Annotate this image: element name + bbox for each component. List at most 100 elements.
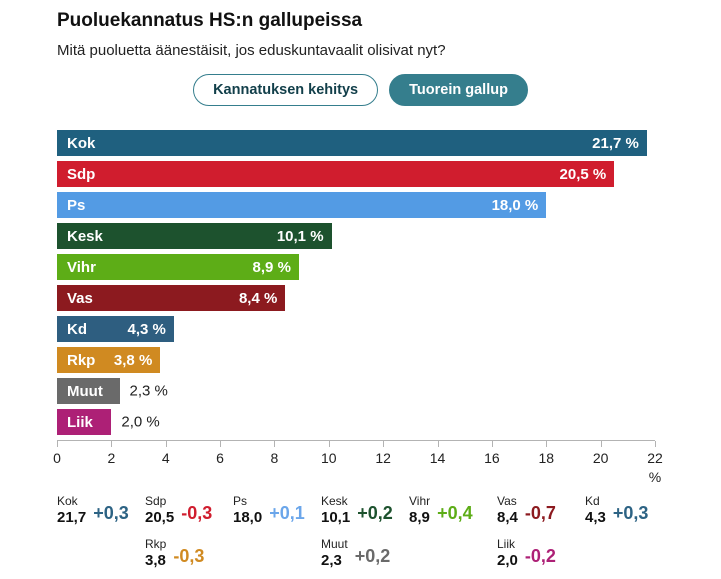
summary-name-value: Vas 8,4 <box>497 494 518 526</box>
axis-tick-label: 12 <box>375 450 391 466</box>
summary-party-label: Kesk <box>321 494 348 508</box>
summary-item-kok: Kok 21,7 +0,3 <box>57 494 129 526</box>
x-axis: 0 2 4 6 8 10 12 14 16 18 20 22% <box>53 440 663 489</box>
bar-label: Ps <box>67 196 86 214</box>
summary-item-kesk: Kesk 10,1 +0,2 <box>321 494 393 526</box>
summary-change: +0,3 <box>93 502 129 523</box>
axis-tick <box>328 441 330 447</box>
axis-tick-label: 2 <box>107 450 116 466</box>
summary-party-label: Muut <box>321 537 348 551</box>
summary-party-label: Vihr <box>409 494 431 508</box>
summary-name-value: Ps 18,0 <box>233 494 263 526</box>
axis-tick <box>274 441 276 447</box>
summary-change: -0,3 <box>173 545 205 566</box>
axis-tick-label: 0 <box>53 450 61 466</box>
bar-value: 10,1 % <box>276 227 324 245</box>
axis-unit-label: % <box>648 469 662 485</box>
axis-tick <box>600 441 602 447</box>
bar-value: 8,4 % <box>238 289 278 307</box>
bar-kok: Kok 21,7 % <box>57 130 647 156</box>
summary-party-label: Liik <box>497 537 516 551</box>
bar-row-kd: Kd 4,3 % <box>57 316 655 342</box>
axis-tick-label: 18 <box>538 450 555 466</box>
axis-tick-label: 16 <box>484 450 500 466</box>
summary-change: -0,7 <box>524 502 556 523</box>
bar-value: 20,5 % <box>559 165 607 183</box>
axis-tick-label: 22 <box>647 450 663 466</box>
summary-name-value: Kok 21,7 <box>57 494 87 526</box>
summary-value: 8,4 <box>497 508 518 526</box>
summary-value: 20,5 <box>145 508 175 526</box>
axis-tick <box>491 441 493 447</box>
summary-item-vas: Vas 8,4 -0,7 <box>497 494 556 526</box>
axis-tick-label: 6 <box>216 450 224 466</box>
summary-party-label: Kok <box>57 494 78 508</box>
summary-item-sdp: Sdp 20,5 -0,3 <box>145 494 213 526</box>
bar-row-muut: Muut 2,3 % <box>57 378 655 404</box>
bar-value: 3,8 % <box>113 351 153 369</box>
summary-party-label: Ps <box>233 494 248 508</box>
axis-tick <box>220 441 222 447</box>
summary-value: 18,0 <box>233 508 263 526</box>
bar-row-liik: Liik 2,0 % <box>57 409 655 435</box>
summary-party-label: Vas <box>497 494 517 508</box>
tab-kannatuksen-kehitys[interactable]: Kannatuksen kehitys <box>193 74 379 106</box>
bar-label: Muut <box>67 382 103 400</box>
summary-item-liik: Liik 2,0 -0,2 <box>497 537 556 569</box>
bar-value: 21,7 % <box>592 134 639 152</box>
bar-muut: Muut <box>57 378 120 404</box>
axis-tick <box>111 441 113 447</box>
bar-row-sdp: Sdp 20,5 % <box>57 161 655 187</box>
summary-change: +0,1 <box>269 502 305 523</box>
axis-tick <box>383 441 385 447</box>
bar-chart: Kok 21,7 % Sdp 20,5 % Ps 18,0 % Kesk 10,1 % Vihr… <box>57 130 655 435</box>
bar-label: Liik <box>67 413 93 431</box>
bar-row-kok: Kok 21,7 % <box>57 130 655 156</box>
bar-row-vihr: Vihr 8,9 % <box>57 254 655 280</box>
summary-party-label: Rkp <box>145 537 167 551</box>
bar-label: Kesk <box>67 227 103 245</box>
summary-name-value: Muut 2,3 <box>321 537 348 569</box>
axis-tick <box>57 441 58 447</box>
bar-row-ps: Ps 18,0 % <box>57 192 655 218</box>
bar-kesk: Kesk 10,1 % <box>57 223 332 249</box>
bar-value: 8,9 % <box>252 258 291 276</box>
bar-sdp: Sdp 20,5 % <box>57 161 615 187</box>
bar-label: Rkp <box>67 351 96 369</box>
poll-chart-page: Puoluekannatus HS:n gallupeissa Mitä puo… <box>0 10 721 572</box>
summary-value: 3,8 <box>145 551 166 569</box>
summary-name-value: Liik 2,0 <box>497 537 518 569</box>
summary-value: 2,3 <box>321 551 342 569</box>
summary-change: -0,2 <box>524 545 556 566</box>
summary-change: +0,2 <box>357 502 393 523</box>
bar-vihr: Vihr 8,9 % <box>57 254 299 280</box>
axis-tick-label: 10 <box>321 450 337 466</box>
summary-name-value: Sdp 20,5 <box>145 494 175 526</box>
summary-party-label: Sdp <box>145 494 167 508</box>
axis-tick <box>437 441 439 447</box>
summary-item-kd: Kd 4,3 +0,3 <box>585 494 649 526</box>
bar-value: 4,3 % <box>127 320 166 338</box>
summary-value: 10,1 <box>321 508 351 526</box>
summary-name-value: Rkp 3,8 <box>145 537 167 569</box>
summary-value: 21,7 <box>57 508 87 526</box>
bar-vas: Vas 8,4 % <box>57 285 286 311</box>
summary-party-label: Kd <box>585 494 600 508</box>
bar-row-kesk: Kesk 10,1 % <box>57 223 655 249</box>
axis-tick-label: 4 <box>161 450 170 466</box>
bar-value: 2,3 % <box>129 382 168 400</box>
summary-change: +0,3 <box>612 502 649 523</box>
tab-tuorein-gallup[interactable]: Tuorein gallup <box>389 74 528 106</box>
bar-label: Vihr <box>67 258 96 276</box>
summary-item-vihr: Vihr 8,9 +0,4 <box>409 494 473 526</box>
bar-liik: Liik <box>57 409 112 435</box>
summary-name-value: Kd 4,3 <box>585 494 606 526</box>
summary-item-muut: Muut 2,3 +0,2 <box>321 537 391 569</box>
summary-change: -0,3 <box>181 502 213 523</box>
summary-value: 2,0 <box>497 551 518 569</box>
axis-tick-label: 20 <box>592 450 609 466</box>
summary-change: +0,2 <box>354 545 391 566</box>
bar-label: Vas <box>67 289 93 307</box>
page-title: Puoluekannatus HS:n gallupeissa <box>57 10 363 31</box>
bar-kd: Kd 4,3 % <box>57 316 174 342</box>
